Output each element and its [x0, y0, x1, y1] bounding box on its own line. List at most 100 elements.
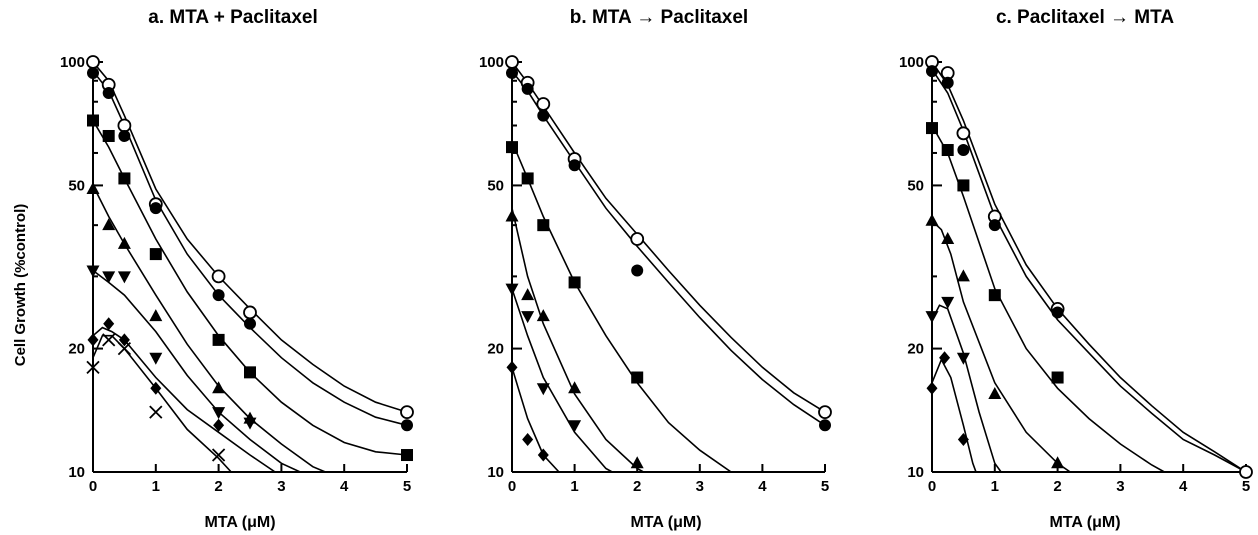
data-point-filled-triangle-down — [86, 265, 100, 278]
data-point-filled-circle — [957, 144, 970, 157]
data-point-filled-square — [149, 248, 162, 261]
data-point-open-circle — [86, 55, 100, 69]
data-point-filled-diamond — [506, 360, 518, 374]
data-point-cross — [102, 333, 116, 347]
data-point-filled-triangle-down — [941, 296, 955, 309]
data-point-filled-triangle-down — [102, 271, 116, 284]
x-tick-label: 1 — [570, 478, 578, 495]
data-point-filled-triangle-up — [521, 288, 535, 301]
data-point-filled-circle — [149, 202, 162, 215]
fit-curve-filled-triangle-down — [511, 288, 613, 472]
data-point-filled-diamond — [118, 333, 130, 347]
x-tick-label: 5 — [1242, 478, 1250, 495]
panel-c-plot: 10 20 50 100 0 1 2 3 4 5 — [899, 54, 1253, 495]
data-point-filled-triangle-down — [521, 311, 535, 324]
data-point-filled-triangle-up — [86, 182, 100, 195]
x-tick-label: 0 — [89, 478, 97, 495]
data-point-filled-triangle-down — [149, 352, 163, 365]
data-point-cross — [211, 448, 226, 462]
panel-c: c. Paclitaxel → MTA 10 20 50 100 0 1 2 3 4 5 MTA … — [899, 7, 1253, 531]
x-tick-label: 3 — [1116, 478, 1124, 495]
x-tick-label: 2 — [214, 478, 222, 495]
data-point-open-circle — [818, 405, 832, 419]
data-point-filled-diamond — [939, 351, 951, 365]
data-point-filled-diamond — [522, 433, 534, 447]
data-point-filled-triangle-down — [117, 271, 131, 284]
data-point-open-circle — [1239, 465, 1253, 479]
x-tick-label: 5 — [403, 478, 411, 495]
x-tick-label: 2 — [633, 478, 641, 495]
data-point-filled-square — [118, 172, 131, 185]
data-point-filled-circle — [819, 419, 831, 432]
fit-curve-filled-triangle-up — [931, 220, 1071, 472]
data-point-filled-square — [102, 129, 115, 142]
data-point-filled-square — [212, 333, 225, 346]
fit-curve-filled-triangle-up — [92, 185, 326, 472]
data-point-filled-circle — [568, 159, 581, 172]
data-point-filled-diamond — [537, 448, 549, 462]
data-point-filled-diamond — [926, 381, 938, 395]
fit-curve-filled-triangle-down — [92, 269, 301, 472]
fit-curve-open-circle — [92, 61, 408, 413]
data-point-filled-circle — [1051, 306, 1064, 319]
data-point-filled-circle — [102, 87, 115, 100]
fit-curve-filled-diamond — [511, 367, 560, 472]
x-tick-label: 2 — [1053, 478, 1061, 495]
panel-b: b. MTA → Paclitaxel 10 20 50 100 0 1 2 3 4 5 MTA … — [479, 7, 832, 531]
data-point-filled-square — [1051, 371, 1064, 384]
data-point-filled-triangle-down — [536, 383, 550, 396]
data-point-filled-triangle-up — [149, 309, 163, 322]
data-point-filled-triangle-up — [941, 232, 955, 245]
data-point-filled-triangle-down — [925, 311, 939, 324]
y-tick-label: 20 — [487, 341, 504, 358]
data-point-filled-square — [631, 371, 644, 384]
data-point-open-circle — [243, 305, 257, 320]
data-point-cross — [149, 405, 163, 419]
data-point-open-circle — [117, 118, 132, 133]
data-point-filled-triangle-down — [505, 283, 519, 296]
y-tick-label: 50 — [68, 177, 85, 194]
x-tick-label: 0 — [928, 478, 936, 495]
data-point-filled-triangle-up — [536, 309, 550, 322]
fit-curve-filled-diamond — [92, 326, 276, 472]
fit-curve-cross — [92, 334, 232, 472]
data-point-filled-square — [521, 172, 534, 185]
panel-c-xlabel: MTA (μM) — [1049, 514, 1120, 531]
data-point-filled-triangle-up — [925, 213, 939, 226]
data-point-filled-square — [537, 219, 550, 232]
data-point-filled-circle — [521, 82, 534, 95]
data-point-filled-circle — [506, 67, 518, 80]
data-point-filled-circle — [212, 289, 225, 302]
data-point-open-circle — [630, 232, 645, 246]
x-tick-label: 4 — [340, 478, 349, 495]
data-point-filled-circle — [631, 264, 644, 277]
data-point-filled-triangle-up — [630, 456, 644, 469]
x-tick-label: 1 — [991, 478, 999, 495]
panel-b-xlabel: MTA (μM) — [630, 514, 701, 531]
data-point-filled-square — [87, 114, 99, 127]
panel-b-plot: 10 20 50 100 0 1 2 3 4 5 — [479, 54, 832, 495]
data-point-open-circle — [505, 55, 519, 69]
panel-a-title: a. MTA + Paclitaxel — [148, 7, 318, 28]
data-point-filled-triangle-down — [243, 417, 257, 430]
panel-c-title: c. Paclitaxel → MTA — [996, 7, 1174, 28]
y-tick-label: 100 — [899, 54, 924, 71]
fit-curve-filled-diamond — [931, 357, 977, 472]
data-point-filled-circle — [401, 419, 413, 432]
panel-b-title: b. MTA → Paclitaxel — [570, 7, 748, 28]
fit-curve-filled-square — [511, 141, 732, 472]
y-tick-label: 20 — [68, 341, 85, 358]
x-tick-label: 4 — [758, 478, 767, 495]
x-tick-label: 3 — [277, 478, 285, 495]
x-tick-label: 0 — [508, 478, 516, 495]
x-tick-label: 1 — [152, 478, 160, 495]
data-point-open-circle — [956, 126, 971, 141]
data-point-filled-circle — [926, 65, 938, 78]
data-point-filled-triangle-up — [117, 236, 131, 249]
data-point-filled-circle — [988, 219, 1001, 232]
data-point-filled-circle — [537, 109, 550, 122]
data-point-filled-triangle-up — [102, 218, 116, 231]
y-tick-label: 50 — [487, 177, 504, 194]
data-point-filled-square — [506, 141, 518, 154]
